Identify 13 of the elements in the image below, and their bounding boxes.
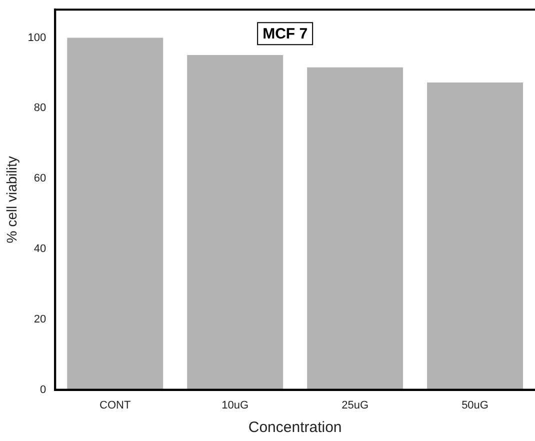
x-axis-title: Concentration xyxy=(248,419,342,436)
x-tick-label: 50uG xyxy=(462,399,488,412)
y-tick-label: 60 xyxy=(34,172,46,185)
x-tick-label: 25uG xyxy=(342,399,369,412)
y-tick-label: 40 xyxy=(34,243,46,256)
x-tick-label: 10uG xyxy=(222,399,249,412)
text: MCF 7 xyxy=(262,26,308,43)
y-tick-label: 20 xyxy=(34,313,46,326)
x-tick-label: CONT xyxy=(100,399,131,412)
y-tick-label: 80 xyxy=(34,102,46,114)
y-tick-label: 0 xyxy=(40,384,46,396)
y-axis-title: % cell viability xyxy=(3,156,20,244)
y-tick-label: 100 xyxy=(28,32,46,44)
